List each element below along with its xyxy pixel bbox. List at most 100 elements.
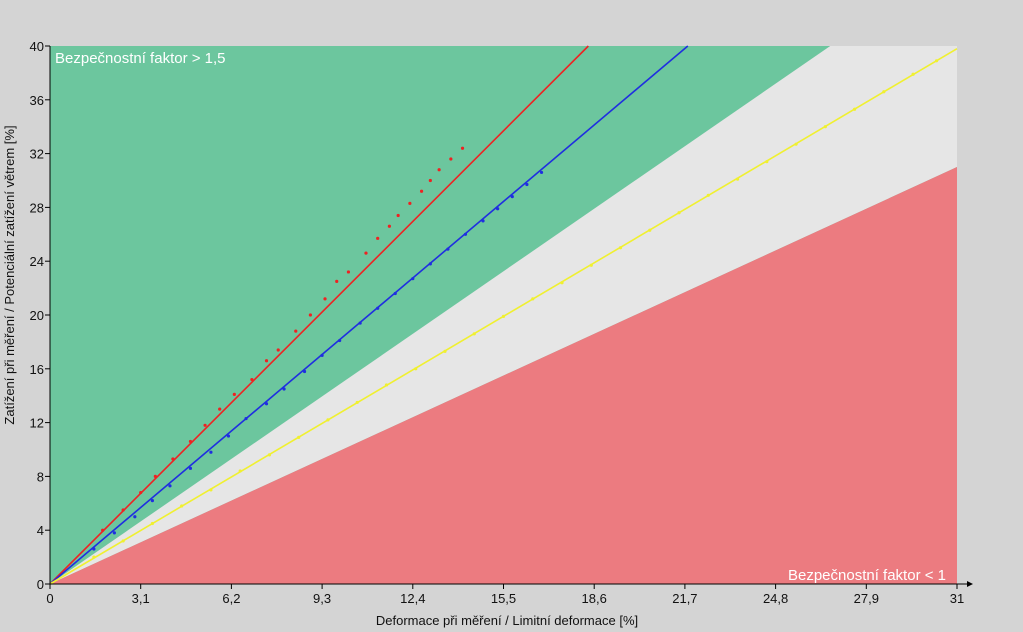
series-1-point: [150, 499, 155, 503]
series-2-point: [443, 349, 447, 353]
series-1-point: [393, 291, 397, 296]
series-2-point: [180, 504, 184, 508]
x-axis-arrow: [967, 581, 973, 587]
x-axis-title: Deformace při měření / Limitní deformace…: [376, 613, 638, 628]
x-tick-label: 0: [46, 591, 53, 606]
ticks: 0 3,1 6,2 9,3 12,4 15,5 18,6 21,7 24,8 27,9 31 0 4 8 1…: [30, 39, 965, 606]
series-2-point: [472, 332, 476, 336]
series-2-point: [297, 435, 301, 439]
series-1-point: [481, 219, 485, 223]
series-0-point: [188, 439, 193, 444]
y-tick-label: 20: [30, 308, 44, 323]
series-1-point: [510, 195, 514, 199]
x-tick-label: 12,4: [400, 591, 425, 606]
series-0-point: [203, 423, 207, 427]
series-2-point: [531, 297, 535, 301]
series-1-point: [446, 247, 450, 251]
series-0-point: [294, 329, 298, 333]
y-tick-label: 24: [30, 254, 44, 269]
series-2-point: [735, 177, 740, 181]
series-1-point: [133, 515, 137, 519]
series-2-point: [765, 160, 769, 164]
series-points: [92, 59, 939, 559]
y-tick-label: 4: [37, 523, 44, 538]
series-2-point: [911, 72, 915, 76]
series-1-point: [302, 369, 307, 374]
series-1-point: [428, 262, 432, 266]
series-1-point: [496, 207, 500, 211]
series-0-point: [346, 270, 351, 274]
series-1-point: [463, 232, 468, 236]
series-0-point: [232, 392, 236, 396]
series-0-point: [396, 213, 400, 218]
x-tick-label: 6,2: [222, 591, 240, 606]
series-1-line: [49, 45, 689, 585]
series-1-point: [320, 353, 324, 357]
series-0-point: [335, 279, 339, 283]
series-0-point: [364, 251, 368, 255]
y-tick-label: 16: [30, 362, 44, 377]
series-1-point: [112, 531, 116, 535]
y-tick-label: 32: [30, 147, 44, 162]
series-1-point: [92, 547, 96, 551]
series-1-point: [188, 466, 193, 470]
x-tick-label: 27,9: [854, 591, 879, 606]
series-0-point: [408, 201, 412, 205]
series-1-point: [358, 321, 362, 325]
series-0-point: [171, 457, 175, 461]
zone-label-high: Bezpečnostní faktor > 1,5: [55, 50, 226, 67]
series-0-point: [101, 528, 105, 532]
series-2-point: [501, 314, 506, 318]
series-1-point: [338, 338, 342, 343]
series-0-point: [376, 236, 380, 240]
series-2-point: [238, 469, 242, 473]
series-0-point: [250, 377, 254, 382]
series-0-point: [460, 146, 465, 150]
series-1-point: [226, 434, 231, 438]
series-1-point: [411, 277, 415, 281]
series-1-point: [525, 182, 529, 187]
x-tick-label: 3,1: [132, 591, 150, 606]
x-tick-label: 24,8: [763, 591, 788, 606]
series-1-point: [264, 402, 269, 406]
zone-label-low: Bezpečnostní faktor < 1: [788, 567, 946, 584]
series-1-point: [282, 387, 286, 391]
series-0-point: [264, 359, 269, 363]
series-2-point: [384, 383, 389, 387]
series-2-point: [92, 555, 96, 559]
series-0-point: [308, 313, 312, 317]
x-tick-label: 31: [950, 591, 964, 606]
series-2-point: [648, 228, 652, 232]
series-2-point: [355, 400, 359, 405]
series-1-point: [376, 306, 380, 310]
series-0-point: [323, 297, 327, 301]
series-2-point: [882, 90, 886, 94]
series-2-point: [934, 59, 939, 63]
y-tick-label: 28: [30, 200, 44, 215]
series-0-point: [153, 474, 157, 478]
series-0-point: [121, 508, 125, 512]
series-1-point: [209, 450, 213, 454]
x-tick-label: 18,6: [582, 591, 607, 606]
y-tick-label: 8: [37, 469, 44, 484]
series-2-point: [794, 142, 798, 146]
series-0-point: [449, 157, 453, 161]
y-tick-label: 0: [37, 577, 44, 592]
series-0-line: [49, 45, 589, 585]
series-0-point: [428, 178, 432, 183]
y-tick-label: 12: [30, 416, 44, 431]
series-2-point: [677, 211, 681, 215]
series-1-point: [244, 416, 248, 421]
series-0-point: [387, 224, 391, 228]
y-tick-label: 40: [30, 39, 44, 54]
series-2-point: [121, 539, 125, 543]
series-1-point: [168, 484, 172, 488]
series-2-point: [326, 418, 330, 422]
series-2-point: [209, 488, 213, 492]
x-tick-label: 9,3: [313, 591, 331, 606]
x-tick-label: 15,5: [491, 591, 516, 606]
series-2-point: [589, 263, 593, 267]
series-0-point: [139, 490, 143, 495]
x-tick-label: 21,7: [672, 591, 697, 606]
